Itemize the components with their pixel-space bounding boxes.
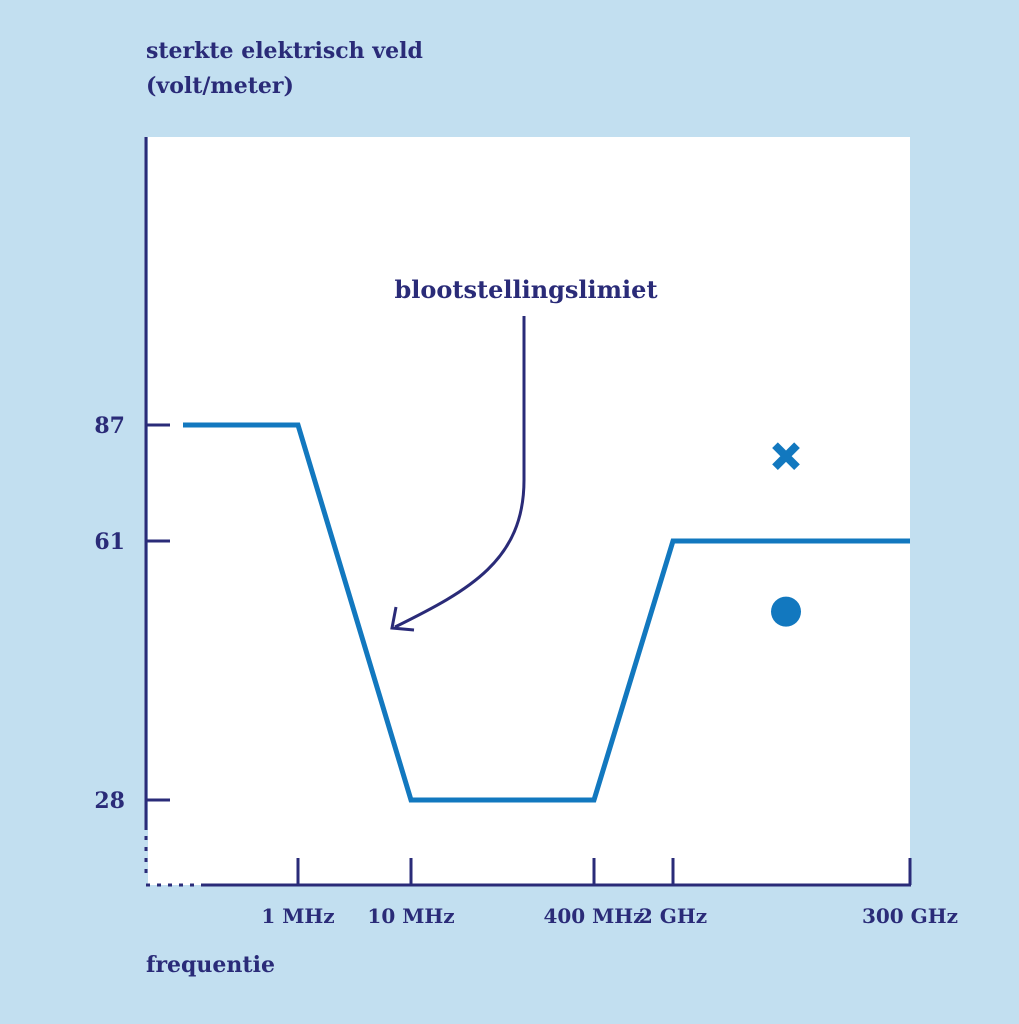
x-tick-label-0: 1 MHz bbox=[261, 904, 334, 928]
y-axis-title-line2: (volt/meter) bbox=[146, 73, 294, 99]
dot-marker bbox=[771, 596, 801, 627]
annotation-label: blootstellingslimiet bbox=[394, 275, 657, 304]
x-tick-label-2: 400 MHz bbox=[543, 904, 644, 928]
x-tick-label-3: 2 GHz bbox=[639, 904, 707, 928]
x-axis-title: frequentie bbox=[146, 952, 275, 978]
series-line-blootstellingslimiet bbox=[183, 422, 910, 803]
y-tick-label-61: 61 bbox=[94, 529, 125, 555]
y-ticks: 87 61 28 bbox=[94, 413, 170, 814]
y-tick-label-28: 28 bbox=[94, 788, 125, 814]
axes bbox=[144, 137, 911, 887]
plot-area bbox=[148, 137, 910, 885]
cross-marker bbox=[772, 442, 800, 471]
y-tick-label-87: 87 bbox=[94, 413, 125, 439]
annotation-arrowhead bbox=[390, 606, 415, 632]
x-tick-label-1: 10 MHz bbox=[367, 904, 454, 928]
annotation-arrow bbox=[394, 316, 526, 629]
x-tick-label-4: 300 GHz bbox=[862, 904, 958, 928]
y-axis-title-line1: sterkte elektrisch veld bbox=[146, 38, 423, 64]
cross-marker-stroke-b bbox=[772, 442, 800, 471]
